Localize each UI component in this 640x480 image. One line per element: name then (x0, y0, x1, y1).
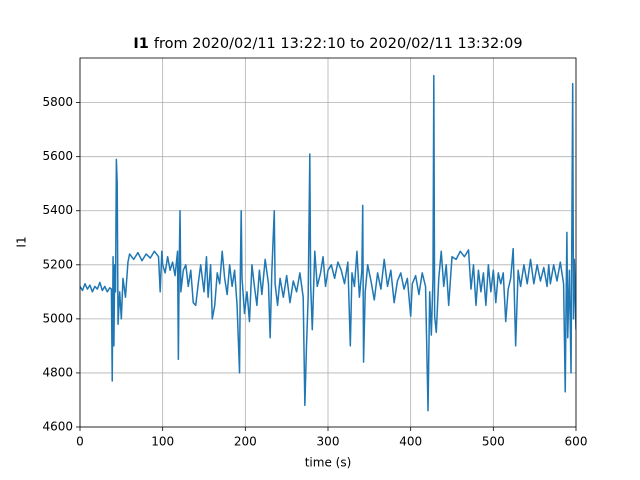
y-axis-label: I1 (15, 236, 29, 247)
y-tick-label: 5000 (42, 311, 73, 325)
x-tick-label: 0 (76, 435, 84, 449)
x-tick-label: 200 (234, 435, 257, 449)
y-tick-label: 5800 (42, 95, 73, 109)
x-tick-label: 100 (151, 435, 174, 449)
data-line (80, 74, 576, 412)
x-tick-label: 300 (317, 435, 340, 449)
x-tick-label: 600 (565, 435, 588, 449)
y-tick-label: 5400 (42, 203, 73, 217)
title-variable: I1 (133, 36, 148, 52)
chart-title: I1 from 2020/02/11 13:22:10 to 2020/02/11… (133, 36, 522, 52)
y-tick-label: 5600 (42, 149, 73, 163)
plot-frame (79, 57, 577, 428)
x-axis-label: time (s) (305, 456, 352, 470)
x-tick-label: 400 (399, 435, 422, 449)
title-text: from 2020/02/11 13:22:10 to 2020/02/11 1… (154, 36, 523, 52)
y-tick-label: 5200 (42, 257, 73, 271)
x-tick-label: 500 (482, 435, 505, 449)
y-tick-label: 4600 (42, 420, 73, 434)
y-tick-label: 4800 (42, 365, 73, 379)
